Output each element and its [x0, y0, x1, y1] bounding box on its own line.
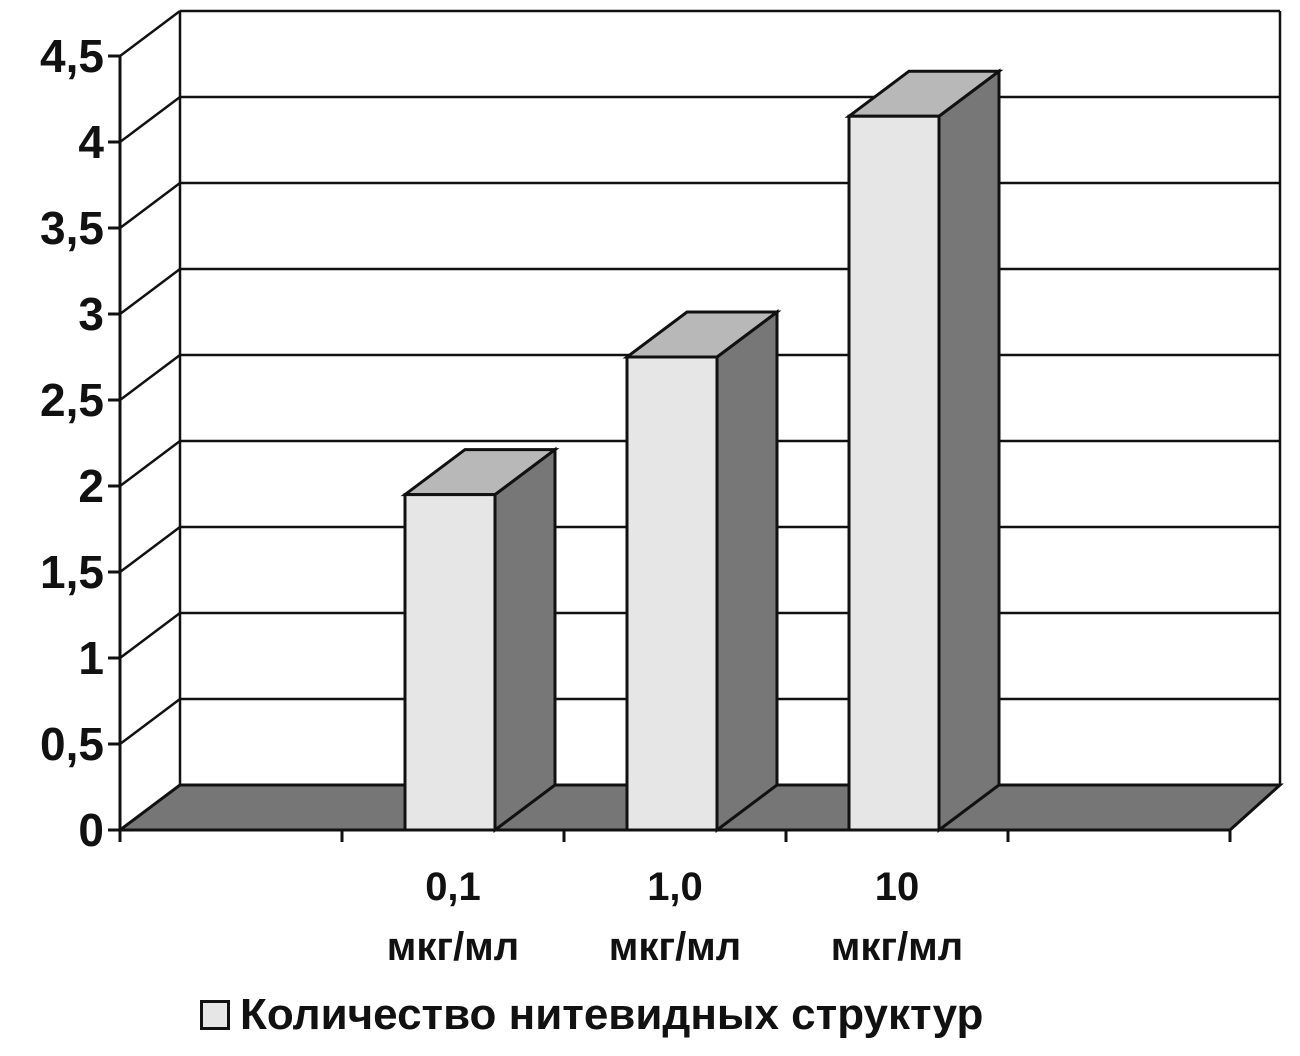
- chart-labels: 0 0,5 1 1,5 2 2,5 3 3,5 4 4,5 0,1 мкг/мл 1,0 мкг/мл 10…: [40, 30, 963, 969]
- bar-chart: 0 0,5 1 1,5 2 2,5 3 3,5 4 4,5 0,1 мкг/мл 1,0 мкг/мл 10…: [40, 9, 1284, 969]
- legend-label: Количество нитевидных структур: [240, 990, 984, 1039]
- chart-bars: [400, 68, 1004, 833]
- bar-side: [937, 68, 1001, 833]
- x-category-label: 10: [875, 865, 920, 909]
- y-tick-label: 2,5: [40, 374, 104, 426]
- x-category-label: 0,1: [425, 865, 481, 909]
- bar-side: [715, 309, 779, 833]
- chart-axes: [108, 54, 1232, 842]
- y-tick-label: 4,5: [40, 30, 104, 82]
- bar-side: [493, 446, 557, 833]
- y-tick-label: 3,5: [40, 202, 104, 254]
- x-category-label: мкг/мл: [609, 925, 741, 969]
- gridline-depth: [119, 526, 181, 573]
- y-tick-label: 1: [78, 632, 104, 684]
- gridline-depth: [119, 268, 181, 315]
- gridline-depth: [119, 354, 181, 401]
- gridline-depth: [119, 96, 181, 143]
- y-tick-label: 0: [78, 804, 104, 856]
- gridline-depth: [119, 440, 181, 487]
- gridline-depth: [119, 612, 181, 659]
- bar: [403, 493, 497, 832]
- x-category-label: мкг/мл: [831, 925, 963, 969]
- gridline-depth: [119, 182, 181, 229]
- y-tick-label: 3: [78, 288, 104, 340]
- bar: [625, 355, 719, 832]
- bar: [847, 114, 941, 832]
- gridline-depth: [119, 10, 181, 57]
- gridline-depth: [119, 698, 181, 745]
- y-tick-label: 4: [78, 116, 104, 168]
- x-category-label: 1,0: [647, 865, 703, 909]
- y-tick-label: 2: [78, 460, 104, 512]
- y-tick-label: 0,5: [40, 718, 104, 770]
- x-category-label: мкг/мл: [387, 925, 519, 969]
- y-tick-label: 1,5: [40, 546, 104, 598]
- legend-swatch: [200, 1000, 230, 1030]
- legend: Количество нитевидных структур: [200, 985, 983, 1045]
